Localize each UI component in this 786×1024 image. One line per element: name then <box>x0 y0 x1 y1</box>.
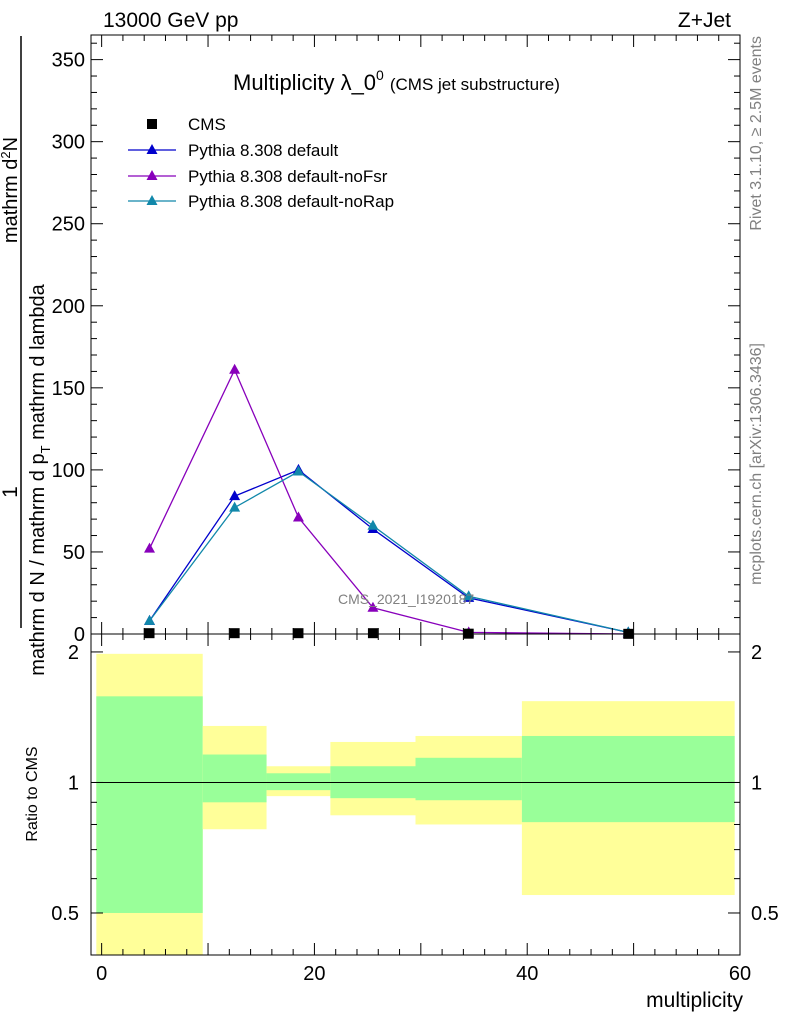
ratio-ytick-label-left: 1 <box>68 772 79 794</box>
x-axis-label: multiplicity <box>646 989 743 1012</box>
series-line <box>148 469 629 634</box>
ratio-ytick-label-right: 0.5 <box>751 903 779 925</box>
cms-point <box>144 628 155 639</box>
series-point <box>463 590 475 601</box>
series-point <box>229 490 241 501</box>
ylabel-mid-sub: T <box>38 445 53 453</box>
series-point <box>292 465 304 476</box>
ratio-band-inner <box>521 735 735 823</box>
series-point <box>144 614 156 625</box>
series-point <box>229 501 241 512</box>
ratio-ytick-label-left: 2 <box>68 642 79 664</box>
ylabel-mid-tail: mathrm d lambda <box>27 283 49 445</box>
main-ytick-label: 250 <box>52 214 85 236</box>
ratio-ytick-label-left: 0.5 <box>51 903 79 925</box>
series-line <box>148 470 629 634</box>
chart-subtitle: (CMS jet substructure) <box>390 75 560 94</box>
main-ytick-label: 200 <box>52 296 85 318</box>
xtick-label: 20 <box>303 963 325 985</box>
series-point <box>292 511 304 522</box>
ylabel-top-tail: N <box>0 137 22 151</box>
chart-title-sup: 0 <box>376 67 384 83</box>
header-left: 13000 GeV pp <box>103 9 238 32</box>
cms-point <box>293 628 304 639</box>
xtick-label: 60 <box>729 963 751 985</box>
series-point <box>144 542 156 553</box>
main-ytick-label: 0 <box>74 624 85 646</box>
cms-point <box>229 628 240 639</box>
chart-title-main: Multiplicity λ_0 <box>233 70 376 95</box>
ylabel-top-sup: 2 <box>0 151 13 158</box>
main-ytick-label: 350 <box>52 50 85 72</box>
mcplots-label: mcplots.cern.ch [arXiv:1306.3436] <box>748 343 765 585</box>
ratio-band-inner <box>202 754 267 803</box>
series-point <box>367 601 379 612</box>
series-line <box>148 368 629 635</box>
legend-marker-triangle <box>146 170 158 180</box>
series-point <box>367 519 379 530</box>
legend-marker-triangle <box>146 195 158 205</box>
main-ytick-label: 50 <box>63 542 85 564</box>
ratio-band-inner <box>415 757 522 801</box>
ratio-plot: 0.5 0.5 1 1 2 2 0 20 40 60 <box>51 633 779 985</box>
ylabel-numerator: 1 <box>0 486 22 498</box>
main-ylabel: 1 mathrm d N / mathrm d pT mathrm d lamb… <box>0 36 53 676</box>
ratio-plot-frame <box>90 633 741 956</box>
ratio-ytick-label-right: 2 <box>751 642 762 664</box>
legend-marker-square <box>147 119 157 129</box>
xtick-label: 40 <box>516 963 538 985</box>
main-ytick-label: 100 <box>52 460 85 482</box>
legend-label: Pythia 8.308 default <box>188 141 339 160</box>
header-right: Z+Jet <box>678 9 731 32</box>
watermark: CMS_2021_I1920187 <box>338 591 474 607</box>
legend-label: CMS <box>188 115 226 134</box>
main-ytick-label: 300 <box>52 132 85 154</box>
legend-marker-triangle <box>146 144 158 154</box>
ylabel-top: mathrm d2N <box>0 137 22 243</box>
cms-point <box>367 628 378 639</box>
ylabel-denominator: mathrm d N / mathrm d pT mathrm d lambda <box>27 283 53 675</box>
chart-title: Multiplicity λ_00 (CMS jet substructure) <box>233 67 560 95</box>
xtick-label: 0 <box>96 963 107 985</box>
series-point <box>229 363 241 374</box>
ylabel-top-main: mathrm d <box>0 159 22 243</box>
ratio-band-inner <box>96 696 203 913</box>
legend-label: Pythia 8.308 default-noFsr <box>188 167 388 186</box>
legend-label: Pythia 8.308 default-noRap <box>188 192 394 211</box>
main-ytick-label: 150 <box>52 378 85 400</box>
ratio-band-inner <box>266 773 331 791</box>
ylabel-mid: mathrm d N / mathrm d p <box>27 453 49 675</box>
ratio-ylabel: Ratio to CMS <box>24 746 41 841</box>
legend: CMS Pythia 8.308 default Pythia 8.308 defa… <box>128 115 394 211</box>
rivet-label: Rivet 3.1.10, ≥ 2.5M events <box>748 36 765 231</box>
ratio-ytick-label-right: 1 <box>751 772 762 794</box>
